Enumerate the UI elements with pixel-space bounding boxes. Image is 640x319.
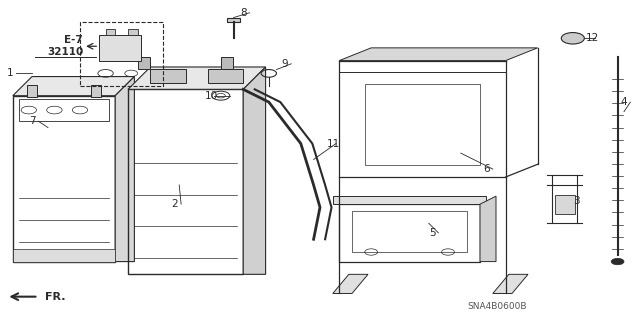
Text: 10: 10 [205,91,218,101]
Bar [128,29,138,35]
Bar [227,18,240,22]
Bar [128,89,243,274]
Bar [339,204,480,262]
Bar [138,57,150,69]
Bar [150,69,186,83]
Text: FR.: FR. [45,292,65,302]
Bar [19,99,109,121]
Polygon shape [333,196,486,204]
Bar [339,72,506,177]
Text: E-7
32110: E-7 32110 [47,35,83,57]
Polygon shape [115,77,134,262]
Polygon shape [339,48,538,61]
Text: 9: 9 [282,59,288,69]
Polygon shape [13,77,134,96]
Text: 2: 2 [172,199,178,209]
Polygon shape [243,67,266,274]
Bar [99,35,141,61]
Text: 4: 4 [621,97,627,107]
Bar [91,85,101,97]
Text: 8: 8 [240,8,246,18]
Bar [13,96,115,262]
Bar [555,195,575,214]
Text: 11: 11 [326,138,340,149]
Bar [365,84,480,165]
Circle shape [561,33,584,44]
Bar [27,85,37,97]
Text: 3: 3 [573,196,579,206]
Polygon shape [480,196,496,262]
Circle shape [611,258,624,265]
Text: 7: 7 [29,116,35,126]
Bar [352,211,467,252]
Text: 12: 12 [586,33,599,43]
Bar [13,249,115,262]
Polygon shape [333,274,368,293]
Bar [221,57,233,69]
Bar [80,22,163,86]
Text: SNA4B0600B: SNA4B0600B [467,302,527,311]
Text: 5: 5 [429,228,435,238]
Bar [106,29,115,35]
Bar [208,69,243,83]
Text: 1: 1 [6,68,13,78]
Polygon shape [493,274,528,293]
Polygon shape [128,67,266,89]
Text: 6: 6 [483,164,490,174]
